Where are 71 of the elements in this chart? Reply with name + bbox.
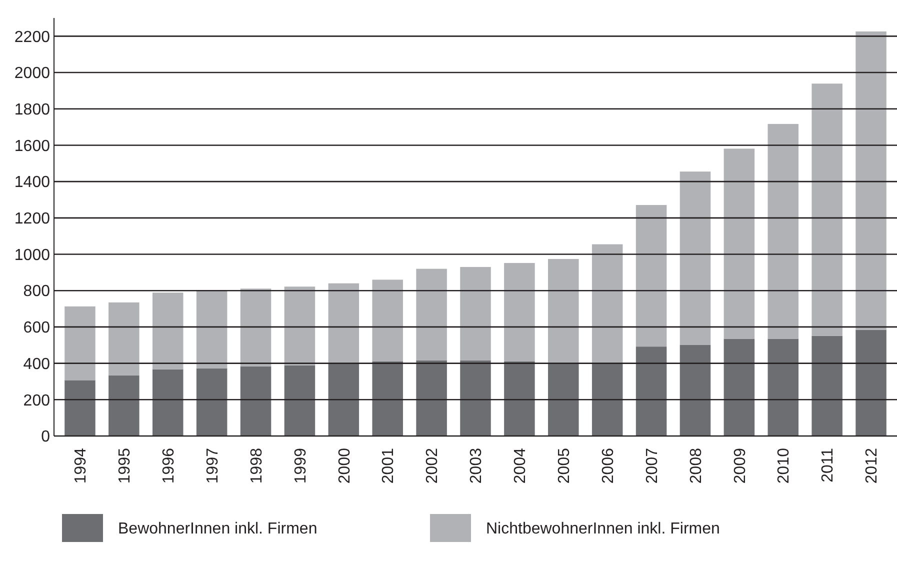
bar xyxy=(196,368,228,436)
bar xyxy=(152,292,184,370)
bar xyxy=(592,244,623,364)
x-tick-label: 2004 xyxy=(512,448,530,484)
x-tick-label: 2010 xyxy=(776,448,793,484)
y-tick-label: 800 xyxy=(23,283,50,300)
bar xyxy=(152,369,184,436)
bar xyxy=(812,336,842,436)
y-tick-label: 1200 xyxy=(14,210,50,228)
y-tick-label: 1600 xyxy=(14,138,50,155)
x-tick-label: 2001 xyxy=(380,448,398,484)
bar xyxy=(636,346,667,436)
bar xyxy=(460,360,491,436)
x-tick-label: 2008 xyxy=(688,448,705,484)
bar xyxy=(548,258,579,364)
x-tick-label: 2000 xyxy=(336,448,354,484)
x-tick-label: 1999 xyxy=(292,448,310,484)
bar xyxy=(680,172,711,345)
x-tick-label: 2002 xyxy=(424,448,442,484)
x-tick-label: 1996 xyxy=(160,448,178,484)
bar xyxy=(240,288,272,366)
bar xyxy=(64,380,96,436)
bar xyxy=(856,330,886,436)
bar xyxy=(504,361,535,436)
bar xyxy=(372,361,403,436)
bar xyxy=(108,375,140,436)
y-tick-label: 1800 xyxy=(14,101,50,118)
bar xyxy=(460,266,491,360)
bar xyxy=(592,363,623,436)
bar xyxy=(328,363,360,436)
x-tick-label: 2003 xyxy=(468,448,486,484)
bar xyxy=(636,205,667,347)
y-tick-label: 400 xyxy=(23,356,50,373)
bar xyxy=(724,148,755,339)
bar xyxy=(504,262,535,362)
y-tick-label: 2000 xyxy=(14,65,50,82)
bar xyxy=(724,338,755,436)
bar xyxy=(768,338,799,436)
bar xyxy=(328,283,360,364)
bar xyxy=(416,268,447,360)
x-tick-label: 2006 xyxy=(600,448,617,484)
x-tick-label: 2012 xyxy=(864,448,881,484)
bar xyxy=(372,280,403,362)
y-tick-label: 2200 xyxy=(14,28,50,46)
x-tick-label: 1995 xyxy=(116,448,134,484)
x-tick-label: 2009 xyxy=(732,448,749,484)
y-tick-label: 1400 xyxy=(14,174,50,192)
legend-label: NichtbewohnerInnen inkl. Firmen xyxy=(486,520,720,538)
bar xyxy=(416,360,447,436)
y-tick-label: 0 xyxy=(41,428,50,446)
bar xyxy=(680,344,711,436)
bar xyxy=(548,363,579,436)
bar xyxy=(768,124,799,339)
bar xyxy=(64,306,96,380)
bar xyxy=(284,365,316,436)
bar xyxy=(284,286,316,366)
x-tick-label: 1998 xyxy=(248,448,266,484)
y-tick-label: 1000 xyxy=(14,246,50,264)
x-tick-label: 2011 xyxy=(820,448,837,482)
x-tick-label: 2007 xyxy=(644,448,661,484)
x-tick-label: 2005 xyxy=(556,448,573,484)
bar xyxy=(196,290,228,368)
legend-label: BewohnerInnen inkl. Firmen xyxy=(118,520,318,538)
bar xyxy=(240,366,272,436)
y-tick-label: 200 xyxy=(23,392,50,410)
bar xyxy=(812,84,842,336)
y-tick-label: 600 xyxy=(23,320,50,337)
bar xyxy=(108,302,140,376)
x-tick-label: 1997 xyxy=(204,448,222,484)
bar xyxy=(856,31,886,330)
x-tick-label: 1994 xyxy=(72,448,90,484)
